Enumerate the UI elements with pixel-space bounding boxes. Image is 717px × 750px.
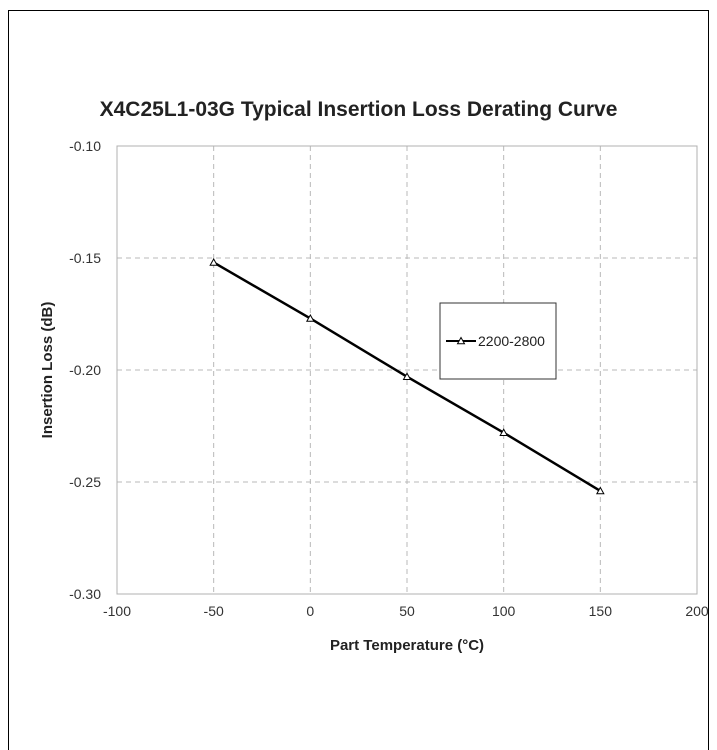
x-tick-label: 100 bbox=[492, 603, 516, 619]
data-point-marker bbox=[402, 372, 412, 381]
data-point-marker bbox=[595, 486, 605, 495]
x-axis-title: Part Temperature (°C) bbox=[330, 637, 484, 654]
data-point-marker bbox=[499, 428, 509, 437]
x-tick-label: 200 bbox=[685, 603, 709, 619]
chart-title: X4C25L1-03G Typical Insertion Loss Derat… bbox=[99, 98, 618, 121]
x-axis-ticks: -100 -50 0 50 100 150 200 bbox=[103, 603, 709, 619]
grid bbox=[117, 146, 697, 594]
x-tick-label: 0 bbox=[306, 603, 314, 619]
data-point-marker bbox=[305, 313, 315, 322]
chart-frame bbox=[8, 10, 709, 750]
x-tick-label: 150 bbox=[589, 603, 613, 619]
x-tick-label: 50 bbox=[399, 603, 415, 619]
y-axis-ticks: -0.10 -0.15 -0.20 -0.25 -0.30 bbox=[69, 138, 101, 602]
y-tick-label: -0.30 bbox=[69, 586, 101, 602]
y-tick-label: -0.15 bbox=[69, 250, 101, 266]
y-tick-label: -0.25 bbox=[69, 474, 101, 490]
y-tick-label: -0.10 bbox=[69, 138, 101, 154]
y-axis-title: Insertion Loss (dB) bbox=[39, 302, 56, 439]
legend: 2200-2800 bbox=[439, 302, 557, 380]
legend-marker-icon bbox=[456, 336, 466, 345]
y-tick-label: -0.20 bbox=[69, 362, 101, 378]
x-tick-label: -50 bbox=[204, 603, 224, 619]
series-layer bbox=[209, 257, 605, 495]
x-tick-label: -100 bbox=[103, 603, 131, 619]
plot-area bbox=[116, 145, 698, 595]
data-point-marker bbox=[209, 257, 219, 266]
legend-label: 2200-2800 bbox=[478, 333, 545, 349]
